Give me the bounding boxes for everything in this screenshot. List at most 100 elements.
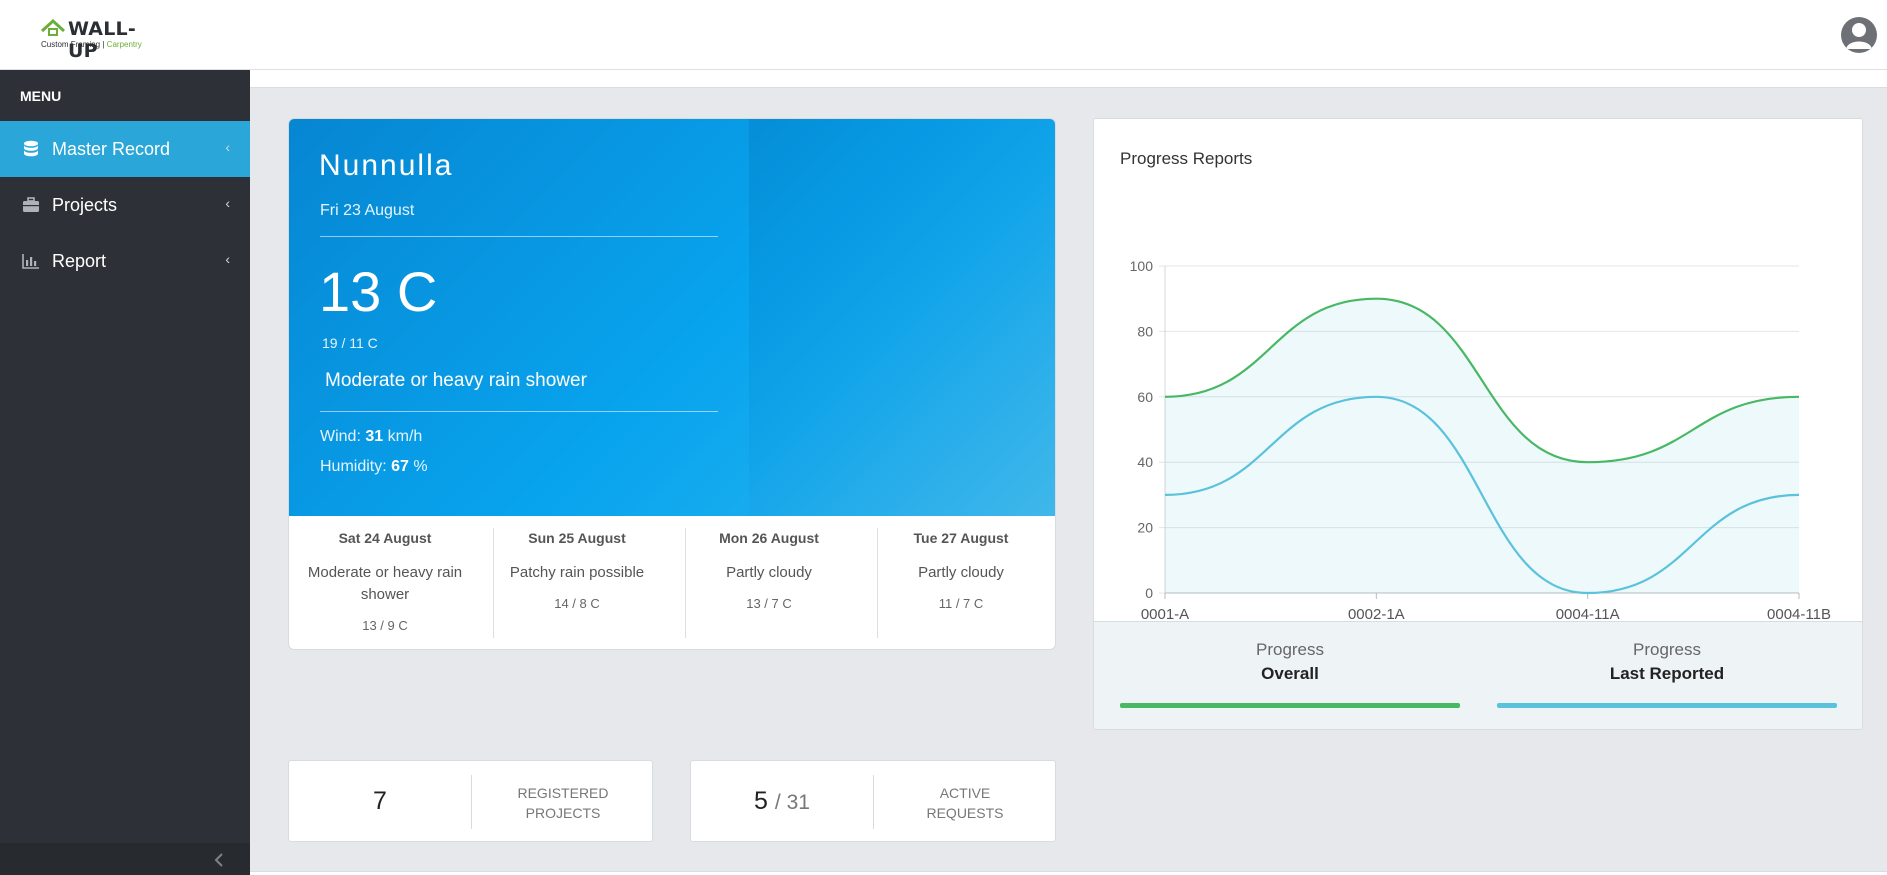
weather-wind: Wind: 31 km/h [320,428,422,446]
company-logo[interactable]: WALL-UP Custom Framing | Carpentry [40,17,160,62]
forecast-day-name: Mon 26 August [719,530,819,546]
divider [493,528,494,638]
wind-unit: km/h [387,428,423,445]
card-title: Progress Reports [1120,149,1253,168]
content-header-band [250,70,1887,88]
weather-forecast: Sat 24 August Moderate or heavy rain sho… [289,516,1055,649]
weather-city: Nunnulla [319,149,454,182]
divider [877,528,878,638]
humidity-unit: % [413,458,428,475]
weather-decor-panel [749,119,1055,516]
progress-reports-card: Progress Reports 0 20 40 60 80 100 0001-A 0002-… [1093,118,1863,730]
user-avatar-icon[interactable] [1841,17,1877,53]
forecast-day-name: Sun 25 August [528,530,626,546]
sidebar-item-master-record[interactable]: Master Record ‹ [0,121,250,177]
stat-label: ACTIVE REQUESTS [874,783,1056,823]
wind-label: Wind: [320,428,361,445]
stat-total: / 31 [774,791,810,814]
sidebar-item-label: Report [52,251,107,271]
series-line-last-reported [1164,395,1800,595]
stat-number: 7 [373,787,387,815]
forecast-temp-range: 14 / 8 C [554,596,600,611]
x-tick-label: 0002-1A [1348,606,1405,619]
y-tick-label: 0 [1145,585,1153,601]
forecast-condition-text: Partly cloudy [726,564,812,581]
forecast-condition-text: Moderate or heavy rain shower [307,564,463,603]
sidebar-item-label: Master Record [52,139,171,159]
series-area-fill [1165,298,1799,593]
legend-label-bottom: Overall [1261,664,1319,683]
forecast-condition-text: Partly cloudy [918,564,1004,581]
forecast-temp-range: 13 / 9 C [362,618,408,633]
weather-humidity: Humidity: 67 % [320,458,428,476]
stat-value: 7 [289,787,471,816]
forecast-condition: Patchy rain possible 14 / 8 C [491,562,663,615]
forecast-day: Mon 26 August Partly cloudy 13 / 7 C [673,516,865,636]
divider [471,775,472,829]
y-tick-label: 20 [1137,520,1153,536]
stat-registered-projects[interactable]: 7 REGISTERED PROJECTS [288,760,653,842]
divider [320,236,718,237]
y-tick-label: 60 [1137,389,1153,405]
chart-legend: Progress Overall Progress Last Reported [1094,621,1862,729]
legend-item-overall[interactable]: Progress Overall [1120,640,1460,684]
logo-subtitle: Custom Framing | Carpentry [41,40,142,49]
top-header: WALL-UP Custom Framing | Carpentry [0,0,1887,70]
stat-label-line: ACTIVE [939,785,991,801]
divider [685,528,686,638]
wind-value: 31 [365,428,384,445]
y-tick-label: 80 [1137,323,1153,339]
legend-color-bar [1497,703,1837,708]
series-line-overall [1164,297,1800,464]
legend-label-top: Progress [1632,640,1702,659]
divider [320,411,718,412]
sidebar-item-projects[interactable]: Projects ‹ [0,177,250,233]
weather-temperature: 13 C [319,260,438,323]
legend-label-bottom: Last Reported [1609,664,1725,683]
sidebar-item-report[interactable]: Report ‹ [0,233,250,289]
collapse-sidebar-icon[interactable] [212,853,226,867]
database-icon [24,140,38,157]
logo-sub-left: Custom Framing [41,40,101,49]
sidebar-footer [0,843,250,875]
forecast-day-name: Tue 27 August [913,530,1009,546]
legend-label-top: Progress [1255,640,1325,659]
menu-title: MENU [20,88,62,104]
weather-date: Fri 23 August [320,202,415,219]
logo-title: WALL-UP [68,18,136,62]
forecast-condition: Partly cloudy 13 / 7 C [683,562,855,615]
logo-sub-sep: | [102,40,105,49]
user-silhouette-icon [1846,23,1872,49]
bar-chart-icon [22,254,39,269]
stat-label-line: REGISTERED [517,785,609,801]
forecast-day: Tue 27 August Partly cloudy 11 / 7 C [865,516,1055,636]
stat-label-line: PROJECTS [525,805,601,821]
x-tick-label: 0001-A [1141,606,1189,619]
house-logo-icon [40,19,66,36]
sidebar: MENU Master Record ‹ Projects ‹ Report ‹ [0,70,250,875]
forecast-condition: Moderate or heavy rain shower 13 / 9 C [299,562,471,637]
weather-current-panel: Nunnulla Fri 23 August 13 C 19 / 11 C Mo… [289,119,1055,516]
divider [873,775,874,829]
y-tick-label: 100 [1130,258,1154,274]
content-footer-band [250,871,1887,875]
chevron-left-icon: ‹ [225,195,230,211]
legend-item-last-reported[interactable]: Progress Last Reported [1497,640,1837,684]
forecast-condition-text: Patchy rain possible [509,564,645,581]
weather-temp-range: 19 / 11 C [322,335,378,351]
humidity-value: 67 [391,458,409,475]
forecast-temp-range: 11 / 7 C [938,596,984,611]
stat-number: 5 [754,787,768,815]
forecast-day: Sat 24 August Moderate or heavy rain sho… [289,516,481,636]
humidity-label: Humidity: [320,458,387,475]
forecast-day-name: Sat 24 August [338,530,432,546]
weather-widget: Nunnulla Fri 23 August 13 C 19 / 11 C Mo… [288,118,1056,650]
stat-value: 5 / 31 [691,787,873,816]
stat-label-line: REQUESTS [926,805,1004,821]
forecast-day: Sun 25 August Patchy rain possible 14 / … [481,516,673,636]
forecast-condition: Partly cloudy 11 / 7 C [875,562,1047,615]
progress-chart: 0 20 40 60 80 100 0001-A 0002-1A 0004-11A 0004-11… [1130,258,1831,619]
stat-active-requests[interactable]: 5 / 31 ACTIVE REQUESTS [690,760,1056,842]
y-tick-label: 40 [1137,454,1153,470]
stat-label: REGISTERED PROJECTS [472,783,654,823]
